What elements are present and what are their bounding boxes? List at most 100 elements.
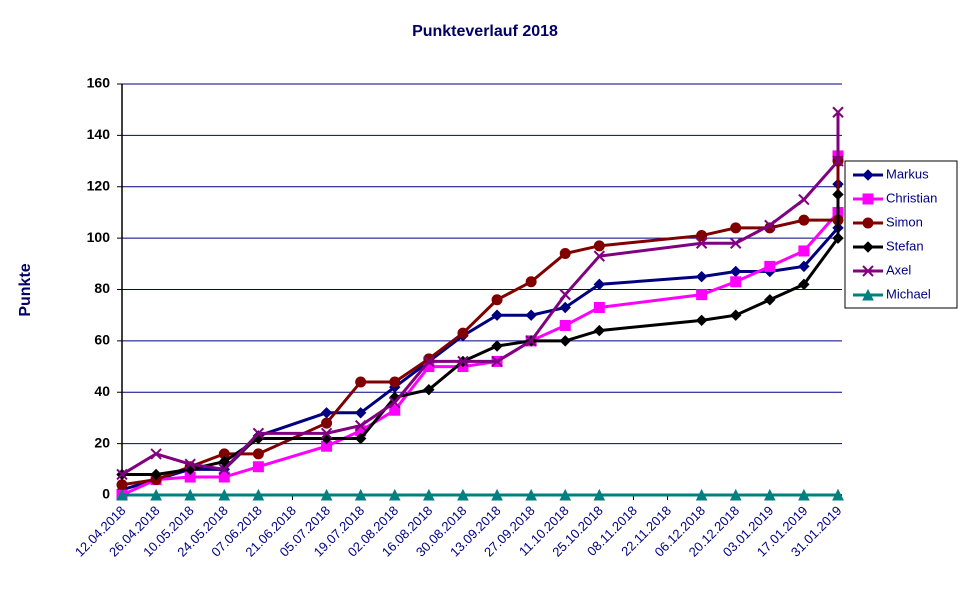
data-point xyxy=(218,463,230,476)
data-point xyxy=(150,448,162,460)
data-point xyxy=(696,289,708,301)
data-point xyxy=(354,432,367,445)
data-point xyxy=(593,324,606,337)
data-point xyxy=(491,309,503,321)
data-point xyxy=(457,327,469,339)
series-line xyxy=(121,112,840,476)
data-point xyxy=(696,230,708,242)
data-point xyxy=(184,458,196,470)
data-point xyxy=(730,265,742,278)
data-point xyxy=(150,488,162,501)
data-point xyxy=(593,278,606,291)
data-point xyxy=(730,309,742,321)
legend-marker xyxy=(862,288,874,301)
data-point xyxy=(798,488,810,501)
data-point xyxy=(695,314,708,327)
legend-label: Simon xyxy=(886,214,923,229)
data-point xyxy=(252,427,265,440)
data-point xyxy=(252,448,264,460)
y-axis-label: Punkte xyxy=(17,263,34,316)
data-point xyxy=(354,407,367,419)
data-point xyxy=(389,396,401,409)
data-point xyxy=(525,309,537,321)
data-point xyxy=(423,383,435,396)
data-point xyxy=(695,488,708,501)
data-point xyxy=(730,237,742,249)
data-point xyxy=(423,488,435,501)
data-point xyxy=(150,468,162,481)
data-point xyxy=(116,479,128,491)
data-point xyxy=(593,301,605,313)
data-point xyxy=(832,155,844,167)
data-point xyxy=(457,488,469,501)
data-point xyxy=(355,376,367,388)
data-point xyxy=(559,335,571,347)
data-point xyxy=(764,488,776,501)
data-point xyxy=(218,471,230,483)
data-point xyxy=(764,294,776,306)
data-point xyxy=(457,355,469,368)
legend-marker xyxy=(862,217,874,229)
legend-label: Stefan xyxy=(886,238,924,253)
data-point xyxy=(320,427,333,440)
legend-label: Axel xyxy=(886,262,911,277)
data-point xyxy=(798,214,810,226)
data-point xyxy=(593,488,606,501)
y-tick-label: 100 xyxy=(87,229,111,245)
data-point xyxy=(798,260,810,273)
series-line xyxy=(121,155,840,497)
data-point xyxy=(559,248,571,260)
data-point xyxy=(525,488,537,501)
data-point xyxy=(832,106,844,118)
data-point xyxy=(423,355,435,368)
data-point xyxy=(559,488,572,501)
y-tick-label: 20 xyxy=(94,434,110,450)
data-point xyxy=(320,488,333,501)
y-tick-label: 40 xyxy=(94,383,110,399)
data-point xyxy=(832,488,844,501)
data-point xyxy=(695,270,708,283)
data-point xyxy=(832,232,844,244)
data-point xyxy=(525,276,537,288)
series-line xyxy=(122,194,840,476)
chart-title: Punkteverlauf 2018 xyxy=(412,23,558,40)
series-line xyxy=(121,161,840,487)
data-point xyxy=(320,407,333,419)
data-point xyxy=(218,488,231,501)
data-point xyxy=(389,376,401,388)
data-point xyxy=(116,488,128,501)
y-tick-label: 60 xyxy=(94,332,110,348)
legend-marker xyxy=(862,241,874,253)
y-tick-label: 140 xyxy=(87,126,111,142)
data-point xyxy=(491,340,503,352)
data-point xyxy=(695,237,708,249)
data-point xyxy=(593,250,606,262)
data-point xyxy=(354,419,367,432)
data-point xyxy=(559,288,571,301)
legend xyxy=(844,160,958,309)
data-point xyxy=(798,193,810,206)
data-point xyxy=(252,488,265,501)
data-point xyxy=(184,488,196,501)
data-point xyxy=(730,222,742,234)
data-point xyxy=(218,455,230,468)
data-point xyxy=(491,488,503,501)
data-point xyxy=(798,245,810,257)
data-point xyxy=(559,319,571,331)
legend-label: Michael xyxy=(886,286,931,301)
legend-label: Markus xyxy=(886,166,929,181)
y-tick-label: 0 xyxy=(102,486,110,502)
data-point xyxy=(389,404,401,416)
data-point xyxy=(832,188,844,201)
legend-label: Christian xyxy=(886,190,937,205)
data-point xyxy=(593,240,605,252)
data-point xyxy=(798,278,810,291)
data-point xyxy=(491,355,503,368)
data-point xyxy=(388,488,401,501)
data-point xyxy=(764,260,776,272)
data-point xyxy=(559,301,571,314)
data-point xyxy=(525,335,537,347)
data-point xyxy=(764,219,776,231)
y-tick-label: 80 xyxy=(94,280,110,296)
